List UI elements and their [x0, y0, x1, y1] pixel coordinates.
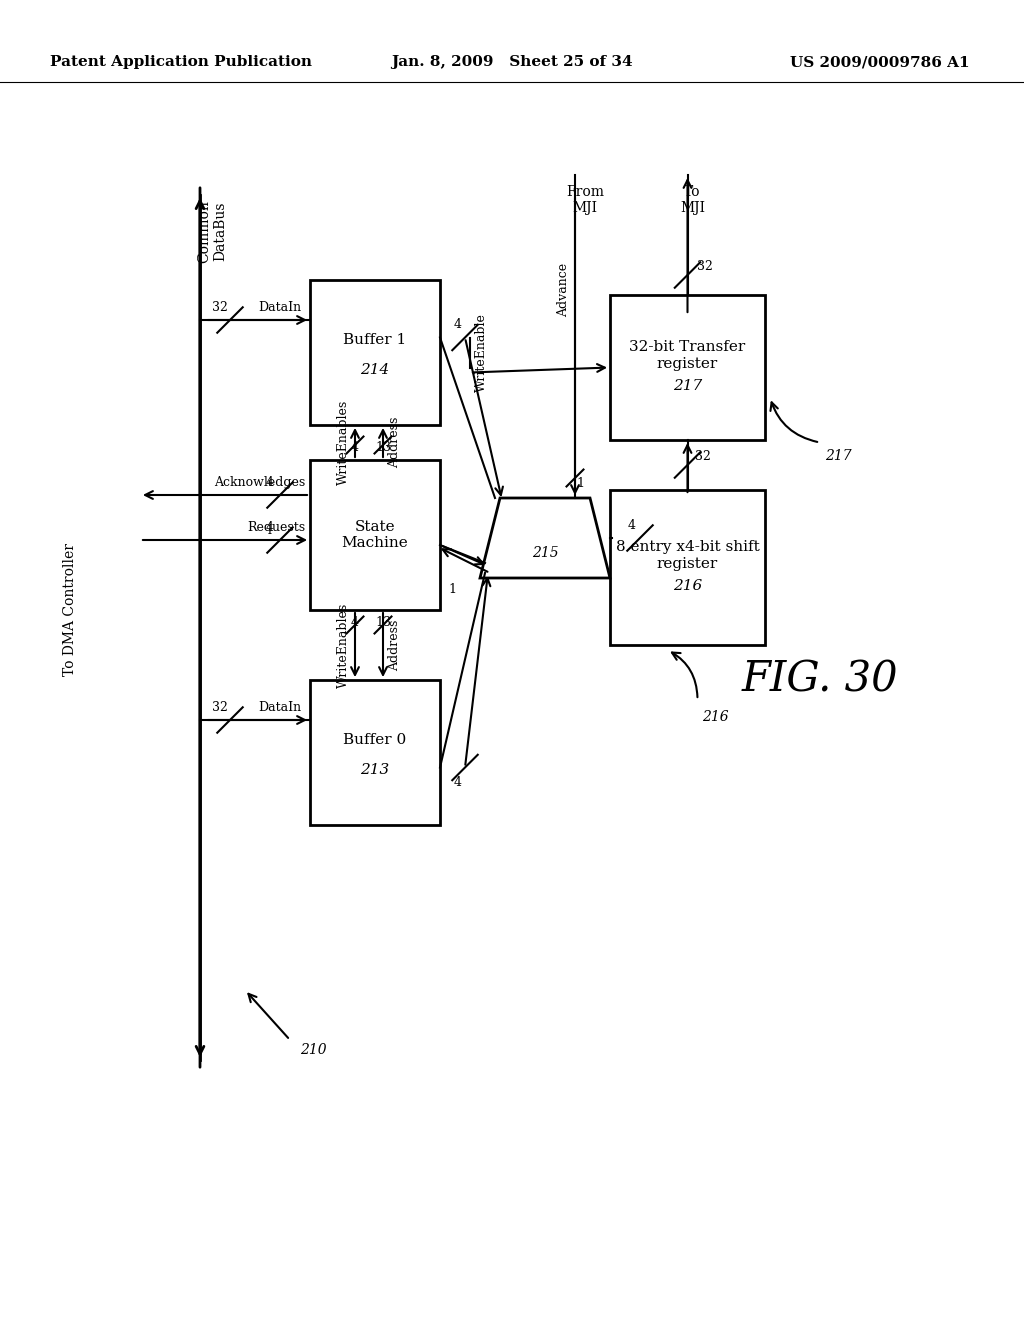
Text: 4: 4: [266, 477, 274, 488]
Text: 214: 214: [360, 363, 389, 378]
Text: DataIn: DataIn: [258, 701, 301, 714]
Text: Common
DataBus: Common DataBus: [197, 201, 227, 263]
Text: DataIn: DataIn: [258, 301, 301, 314]
Text: 4: 4: [266, 521, 274, 535]
Text: Requests: Requests: [247, 521, 305, 535]
Text: Patent Application Publication: Patent Application Publication: [50, 55, 312, 69]
Text: FIG. 30: FIG. 30: [741, 659, 898, 701]
Text: 215: 215: [531, 546, 558, 560]
Text: From
MJI: From MJI: [566, 185, 604, 215]
Text: Advance: Advance: [557, 263, 570, 317]
Text: US 2009/0009786 A1: US 2009/0009786 A1: [791, 55, 970, 69]
Text: 13: 13: [375, 441, 391, 454]
Text: 32: 32: [695, 450, 712, 463]
Text: 210: 210: [300, 1043, 327, 1057]
Text: 216: 216: [673, 578, 702, 593]
Text: WriteEnables: WriteEnables: [337, 400, 350, 486]
Text: 213: 213: [360, 763, 389, 777]
Text: To DMA Controller: To DMA Controller: [63, 544, 77, 676]
Text: 1: 1: [575, 477, 584, 490]
Text: Buffer 0: Buffer 0: [343, 734, 407, 747]
Text: 4: 4: [351, 616, 359, 630]
Text: 13: 13: [375, 616, 391, 630]
Text: 4: 4: [351, 441, 359, 454]
Text: 1: 1: [449, 583, 456, 597]
Text: 217: 217: [673, 379, 702, 392]
Text: 32-bit Transfer
register: 32-bit Transfer register: [630, 341, 745, 371]
Text: 216: 216: [702, 710, 729, 723]
Text: 4: 4: [454, 776, 462, 788]
Text: Buffer 1: Buffer 1: [343, 334, 407, 347]
Text: State
Machine: State Machine: [342, 520, 409, 550]
Polygon shape: [480, 498, 610, 578]
Text: 32: 32: [697, 260, 714, 273]
Text: WriteEnables: WriteEnables: [337, 602, 350, 688]
Bar: [310, 680, 440, 825]
Text: Jan. 8, 2009   Sheet 25 of 34: Jan. 8, 2009 Sheet 25 of 34: [391, 55, 633, 69]
Text: 32: 32: [212, 701, 228, 714]
Bar: [610, 294, 765, 440]
Text: To
MJI: To MJI: [680, 185, 705, 215]
Bar: [310, 459, 440, 610]
Text: 4: 4: [454, 318, 462, 331]
Bar: [610, 490, 765, 645]
Text: 8 entry x4-bit shift
register: 8 entry x4-bit shift register: [615, 540, 760, 570]
Text: Address: Address: [388, 417, 401, 469]
Text: WriteEnable: WriteEnable: [475, 313, 488, 392]
Text: 217: 217: [825, 450, 852, 463]
Text: Acknowledges: Acknowledges: [214, 477, 305, 488]
Bar: [310, 280, 440, 425]
Text: Address: Address: [388, 619, 401, 671]
Text: 4: 4: [628, 519, 636, 532]
Text: 32: 32: [212, 301, 228, 314]
